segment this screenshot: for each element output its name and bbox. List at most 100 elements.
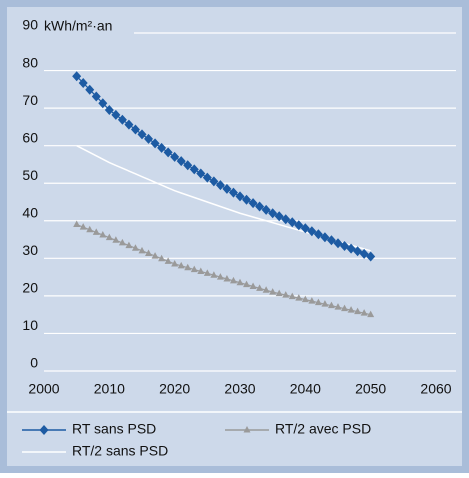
diamond-marker [170,151,180,162]
triangle-marker [145,249,153,256]
triangle-marker [308,297,316,304]
diamond-marker [39,425,49,435]
diamond-marker [222,183,232,194]
y-tick-label: 70 [22,92,38,108]
diamond-marker [287,217,297,228]
diamond-marker [176,156,186,167]
y-tick-label: 90 [22,17,38,33]
triangle-marker [164,257,172,264]
triangle-marker [249,282,257,289]
series-line [76,223,371,316]
diamond-marker [196,168,206,179]
x-tick-label: 2050 [355,381,386,397]
triangle-marker [243,426,251,433]
diamond-marker [202,172,212,183]
diamond-marker [111,109,121,120]
triangle-marker [151,252,159,259]
x-tick-label: 2000 [28,381,59,397]
series-line [76,75,371,258]
y-label-bg [42,23,134,43]
triangle-marker [184,263,192,271]
triangle-marker [210,271,218,278]
x-tick-label: 2010 [94,381,125,397]
diamond-marker [72,71,82,82]
triangle-marker [360,309,368,316]
triangle-marker [177,261,185,269]
triangle-marker [243,280,251,288]
diamond-marker [91,91,101,102]
diamond-marker [163,147,173,158]
diamond-marker [366,251,376,262]
triangle-marker [131,244,139,251]
triangle-marker [269,288,277,295]
x-tick-label: 2020 [159,381,190,397]
diamond-marker [157,142,167,153]
diamond-marker [242,194,252,205]
y-tick-label: 10 [22,317,38,333]
x-tick-label: 2030 [224,381,255,397]
diamond-marker [228,187,238,198]
triangle-marker [341,304,349,312]
triangle-marker [295,294,303,301]
diamond-marker [78,77,88,88]
y-tick-label: 40 [22,204,38,220]
triangle-marker [223,274,231,282]
triangle-marker [262,286,270,293]
diamond-marker [326,235,336,246]
diamond-marker [209,176,219,187]
triangle-marker [99,231,107,238]
diamond-marker [313,229,323,240]
triangle-marker [354,307,362,315]
y-tick-label: 50 [22,167,38,183]
triangle-marker [334,303,342,310]
triangle-marker [275,289,283,297]
triangle-marker [301,295,309,303]
diamond-marker [150,138,160,149]
triangle-marker [314,298,322,306]
legend-label: RT/2 avec PSD [275,421,371,437]
triangle-marker [197,267,205,274]
diamond-marker [320,232,330,243]
triangle-marker [229,276,237,284]
y-tick-label: 60 [22,129,38,145]
diamond-marker [215,180,225,191]
diamond-marker [85,84,95,95]
diamond-marker [255,201,265,212]
diamond-marker [307,226,317,237]
diamond-marker [137,129,147,140]
triangle-marker [138,246,146,254]
y-axis-label: kWh/m²·an [44,18,112,34]
triangle-marker [112,236,120,243]
triangle-marker [282,291,290,298]
diamond-marker [274,211,284,222]
diamond-marker [130,124,140,135]
triangle-marker [92,228,100,235]
diamond-marker [281,214,291,225]
diamond-marker [248,198,258,209]
triangle-marker [327,301,335,309]
triangle-marker [216,273,224,280]
x-tick-label: 2040 [290,381,321,397]
triangle-marker [125,241,133,249]
diamond-marker [268,208,278,219]
legend-label: RT/2 sans PSD [72,443,168,459]
diamond-marker [189,164,199,175]
triangle-marker [73,220,81,228]
x-tick-label: 2060 [420,381,451,397]
diamond-marker [98,98,108,109]
triangle-marker [158,254,166,262]
triangle-marker [321,300,329,307]
y-tick-label: 80 [22,54,38,70]
diamond-marker [144,133,154,144]
triangle-marker [86,225,94,233]
y-tick-label: 20 [22,280,38,296]
triangle-marker [288,292,296,300]
triangle-marker [105,233,113,241]
triangle-marker [367,310,375,318]
triangle-marker [118,238,126,246]
diamond-marker [261,204,271,215]
diamond-marker [294,220,304,231]
diamond-marker [124,119,134,130]
y-tick-label: 0 [30,355,38,371]
